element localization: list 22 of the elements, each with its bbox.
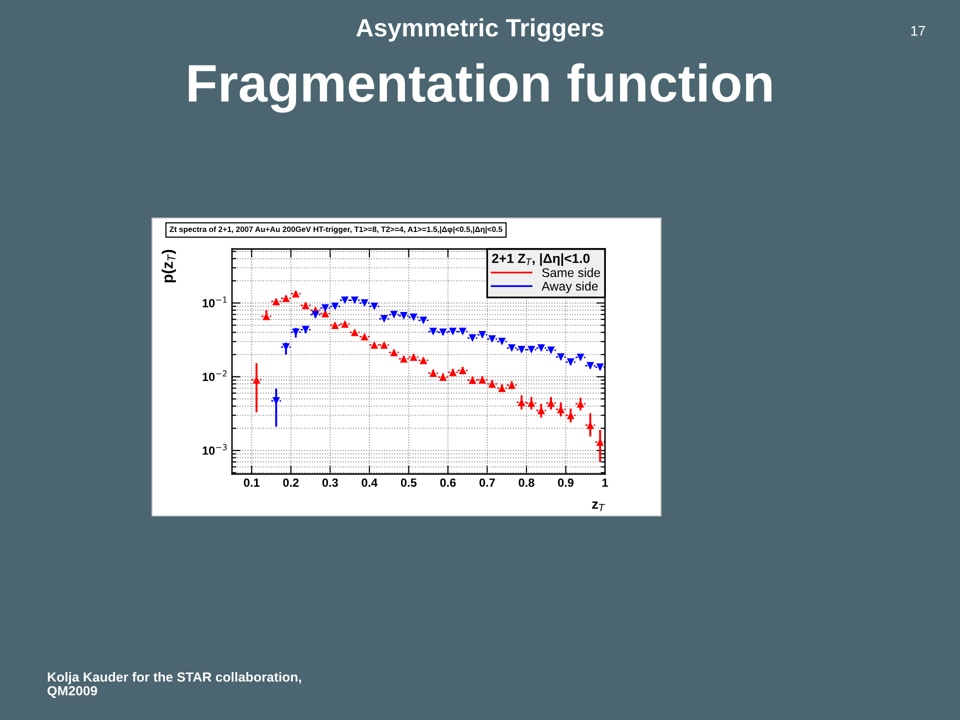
y-axis-title: p(z$_{T}$): [162, 250, 176, 282]
text: 17: [911, 26, 926, 36]
x-axis-title: z$_{T}$: [592, 501, 606, 512]
x-tick-label: 0.5: [400, 478, 417, 487]
x-tick-label: 0.7: [479, 478, 495, 487]
x-tick-label: 0.9: [558, 478, 574, 487]
y-tick-label: 10$^{−2}$: [202, 370, 227, 382]
x-tick-label: 0.4: [362, 478, 378, 487]
text: Kolja Kauder for the STAR collaboration, QM2009: [48, 672, 301, 698]
legend-label: Same side: [542, 268, 600, 278]
legend-title: 2+1 Z$_{T}$, |Δη|<1.0: [492, 253, 590, 266]
x-tick-label: 0.3: [322, 478, 338, 487]
x-tick-label: 1: [602, 478, 608, 487]
chart-title: Fragmentation function: [188, 63, 772, 113]
chart-subtitle: Asymmetric Triggers: [356, 18, 604, 42]
x-tick-label: 0.8: [518, 478, 534, 487]
y-tick-label: 10$^{−3}$: [202, 444, 227, 455]
x-tick-label: 0.1: [244, 478, 260, 487]
y-tick-label: 10$^{−1}$: [202, 296, 227, 308]
legend-label: Away side: [542, 281, 598, 294]
x-tick-label: 0.2: [283, 478, 299, 487]
x-tick-label: 0.6: [440, 478, 456, 487]
